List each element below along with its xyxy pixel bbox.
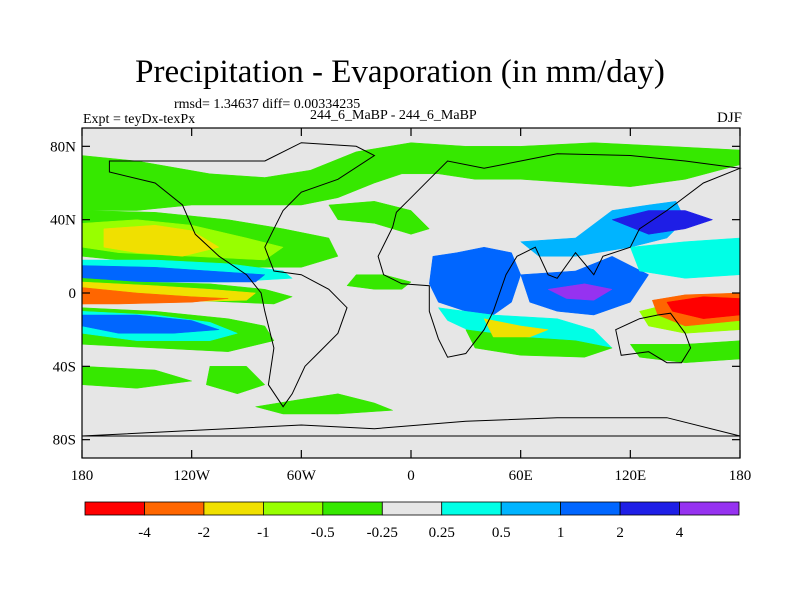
s-pacific-green-2-region xyxy=(206,366,266,395)
colorbar-swatch xyxy=(679,501,740,516)
w-pacific-red-region xyxy=(666,296,740,319)
colorbar-swatch xyxy=(500,501,562,516)
w-pacific-cyan-region xyxy=(629,237,740,279)
y-tick-label: 80N xyxy=(50,139,76,155)
colorbar-label: -4 xyxy=(138,525,151,541)
n-atlantic-green-region xyxy=(328,201,430,235)
x-tick-label: 60E xyxy=(509,468,533,484)
colorbar-label: -1 xyxy=(257,525,270,541)
colorbar-label: 2 xyxy=(616,525,624,541)
case-label: 244_6_MaBP - 244_6_MaBP xyxy=(310,108,477,123)
colorbar-label: -0.5 xyxy=(311,525,335,541)
rmsd-diff-label: rmsd= 1.34637 diff= 0.00334235 xyxy=(174,97,361,112)
colorbar-swatch xyxy=(322,501,383,516)
colorbar-label: -2 xyxy=(198,525,211,541)
y-tick-label: 40N xyxy=(50,213,76,229)
x-tick-label: 180 xyxy=(729,468,752,484)
s-ocean-green-region xyxy=(82,366,192,389)
colorbar-swatch xyxy=(144,501,205,516)
arctic-band-region xyxy=(82,142,740,211)
colorbar-swatch xyxy=(84,501,145,516)
x-tick-label: 120E xyxy=(614,468,646,484)
x-tick-label: 0 xyxy=(407,468,415,484)
americas-outline xyxy=(108,142,376,408)
maritime-purple-region xyxy=(547,283,613,301)
colorbar-label: 0.25 xyxy=(429,525,455,541)
antarctica-outline xyxy=(81,417,741,437)
colorbar-swatch xyxy=(560,501,621,516)
eurasia-africa-outline xyxy=(377,153,742,358)
colorbar-swatch xyxy=(381,501,443,516)
south-atlantic-stripe-region xyxy=(255,393,393,415)
colorbar-swatch xyxy=(441,501,502,516)
y-tick-label: 40S xyxy=(53,359,76,375)
x-tick-label: 60W xyxy=(287,468,317,484)
colorbar-label: 4 xyxy=(676,525,684,541)
colorbar-swatch xyxy=(203,501,264,516)
season-label: DJF xyxy=(716,110,742,126)
colorbar-label: 0.5 xyxy=(492,525,511,541)
y-tick-label: 0 xyxy=(69,286,77,302)
colorbar-label: 1 xyxy=(557,525,565,541)
x-tick-label: 180 xyxy=(71,468,94,484)
eq-pacific-orange-region xyxy=(82,287,229,305)
experiment-label: Expt = teyDx-texPx xyxy=(83,112,196,127)
indian-yellow-region xyxy=(483,318,550,338)
coastline xyxy=(81,142,742,437)
x-tick-label: 120W xyxy=(173,468,211,484)
n-pacific-yellow-region xyxy=(103,224,220,257)
colorbar-swatch xyxy=(619,501,680,516)
nw-pacific-blue-region xyxy=(611,210,714,235)
australia-outline xyxy=(615,312,692,364)
colorbar: -4 -2 -1 -0.5 -0.25 0.25 0.5 1 2 4 xyxy=(84,501,740,541)
chart-title: Precipitation - Evaporation (in mm/day) xyxy=(135,54,665,90)
colorbar-swatch xyxy=(262,501,324,516)
y-tick-label: 80S xyxy=(53,433,76,449)
axes: 180 120W 60W 0 60E 120E 180 80N 40N 0 40S 80S xyxy=(50,128,751,484)
s-pacific-blue-region xyxy=(82,314,220,334)
map-plot-area xyxy=(82,128,740,458)
colorbar-label: -0.25 xyxy=(367,525,398,541)
